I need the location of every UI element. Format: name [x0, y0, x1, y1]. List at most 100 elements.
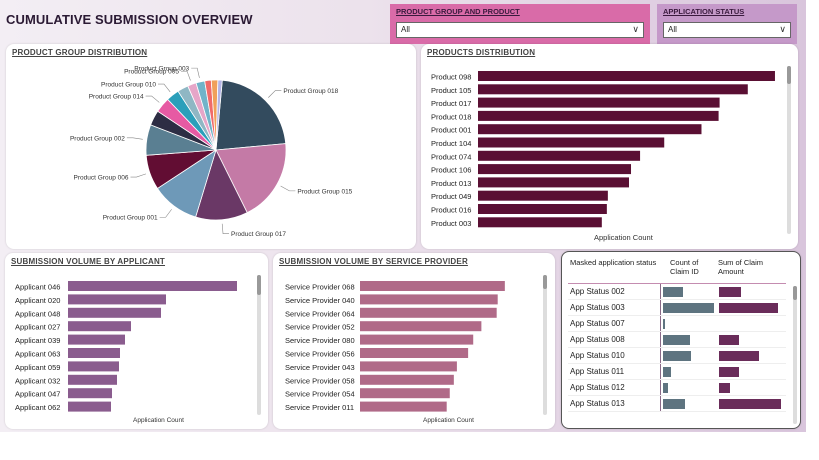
- bar-category-label: Product 013: [431, 179, 471, 188]
- provider-bar-chart: Service Provider 068 Service Provider 040…: [285, 281, 505, 412]
- count-databar: [663, 399, 685, 409]
- pie-label: Product Group 017: [231, 231, 286, 238]
- bar[interactable]: [68, 361, 119, 372]
- provider-axis-title: Application Count: [423, 417, 474, 424]
- bar[interactable]: [360, 281, 505, 291]
- bar[interactable]: [360, 348, 469, 358]
- bar-category-label: Service Provider 064: [285, 309, 355, 318]
- pie-slice[interactable]: [215, 143, 287, 214]
- count-cell: [660, 396, 718, 411]
- bar[interactable]: [478, 124, 702, 135]
- col-header-count[interactable]: Count of Claim ID: [670, 258, 699, 276]
- table-row[interactable]: App Status 011: [568, 364, 786, 380]
- bar[interactable]: [68, 281, 237, 291]
- bar[interactable]: [478, 150, 641, 161]
- bar[interactable]: [360, 388, 450, 399]
- pie-label: Product Group 002: [70, 135, 125, 142]
- bar[interactable]: [68, 374, 117, 385]
- bar-category-label: Applicant 046: [15, 283, 60, 292]
- bar[interactable]: [360, 334, 474, 345]
- bar[interactable]: [360, 321, 482, 332]
- bar[interactable]: [478, 71, 775, 81]
- table-row[interactable]: App Status 007: [568, 316, 786, 332]
- products-card: PRODUCTS DISTRIBUTION Product 098 Product…: [421, 44, 798, 249]
- bar[interactable]: [360, 361, 457, 372]
- bar-category-label: Product 049: [431, 192, 471, 201]
- table-row[interactable]: App Status 010: [568, 348, 786, 364]
- bar[interactable]: [478, 164, 632, 175]
- pie-leader-line: [130, 173, 147, 178]
- amount-databar: [719, 351, 760, 361]
- bar[interactable]: [360, 374, 454, 385]
- amount-cell: [718, 348, 782, 363]
- bar[interactable]: [360, 307, 497, 318]
- col-header-status[interactable]: Masked application status: [570, 258, 657, 267]
- bar-category-label: Service Provider 054: [285, 390, 355, 399]
- bar-category-label: Product 017: [431, 99, 471, 108]
- pie-leader-line: [191, 67, 200, 78]
- provider-scrollbar[interactable]: [543, 275, 547, 415]
- bar-category-label: Service Provider 080: [285, 336, 355, 345]
- count-databar: [663, 367, 671, 377]
- product-group-dropdown[interactable]: All ∨: [396, 22, 644, 38]
- products-scrollbar[interactable]: [787, 66, 791, 234]
- provider-chart-title: SUBMISSION VOLUME BY SERVICE PROVIDER: [279, 257, 468, 266]
- table-row[interactable]: App Status 008: [568, 332, 786, 348]
- bar[interactable]: [478, 84, 748, 95]
- products-scrollbar-thumb[interactable]: [787, 66, 791, 84]
- table-row[interactable]: App Status 002: [568, 284, 786, 300]
- bar[interactable]: [68, 321, 131, 332]
- pie-label: Product Group 006: [74, 175, 129, 182]
- provider-card: SUBMISSION VOLUME BY SERVICE PROVIDER Se…: [273, 253, 555, 429]
- count-cell: [660, 380, 718, 395]
- chevron-down-icon: ∨: [632, 24, 639, 34]
- bar[interactable]: [478, 204, 607, 214]
- pie-slice[interactable]: [215, 79, 287, 151]
- pie-slice[interactable]: [215, 79, 223, 151]
- application-status-dropdown[interactable]: All ∨: [663, 22, 791, 38]
- bar[interactable]: [360, 401, 447, 412]
- pie-leader-line: [159, 209, 172, 218]
- bar[interactable]: [478, 110, 719, 121]
- table-row[interactable]: App Status 003: [568, 300, 786, 316]
- bar[interactable]: [478, 137, 665, 148]
- pie-label: Product Group 015: [297, 188, 352, 195]
- bar[interactable]: [68, 307, 161, 318]
- bar[interactable]: [478, 217, 602, 228]
- bar[interactable]: [478, 97, 720, 108]
- bar-category-label: Applicant 062: [15, 403, 60, 412]
- provider-scrollbar-thumb[interactable]: [543, 275, 547, 289]
- applicant-scrollbar[interactable]: [257, 275, 261, 415]
- count-databar: [663, 319, 666, 329]
- bar-category-label: Product 074: [431, 152, 471, 161]
- bar[interactable]: [68, 334, 125, 345]
- applicant-scrollbar-thumb[interactable]: [257, 275, 261, 295]
- bar[interactable]: [478, 190, 608, 201]
- bar-category-label: Product 106: [431, 166, 471, 175]
- status-table-scrollbar-thumb[interactable]: [793, 286, 797, 300]
- bar[interactable]: [68, 401, 111, 412]
- count-cell: [660, 364, 718, 379]
- bar-category-label: Product 016: [431, 206, 471, 215]
- status-table-card: Masked application status Count of Claim…: [561, 251, 801, 429]
- status-cell: App Status 003: [570, 303, 625, 312]
- applicant-axis-title: Application Count: [133, 417, 184, 424]
- pie-label: Product Group 001: [103, 215, 158, 222]
- dashboard-canvas: CUMULATIVE SUBMISSION OVERVIEW PRODUCT G…: [0, 0, 806, 432]
- bar[interactable]: [68, 348, 120, 358]
- count-databar: [663, 287, 683, 297]
- status-table-scrollbar[interactable]: [793, 286, 797, 424]
- table-row[interactable]: App Status 013: [568, 396, 786, 412]
- products-chart-title: PRODUCTS DISTRIBUTION: [427, 48, 536, 57]
- table-row[interactable]: App Status 012: [568, 380, 786, 396]
- status-cell: App Status 013: [570, 399, 625, 408]
- status-table: Masked application status Count of Claim…: [568, 258, 786, 412]
- amount-cell: [718, 284, 782, 299]
- product-group-pie-chart: Product Group 018 Product Group 015 Produc…: [70, 66, 353, 239]
- bar-category-label: Product 104: [431, 139, 471, 148]
- bar[interactable]: [68, 294, 166, 305]
- bar[interactable]: [478, 177, 629, 188]
- col-header-amount[interactable]: Sum of Claim Amount: [718, 258, 764, 276]
- bar[interactable]: [68, 388, 112, 399]
- bar[interactable]: [360, 294, 498, 305]
